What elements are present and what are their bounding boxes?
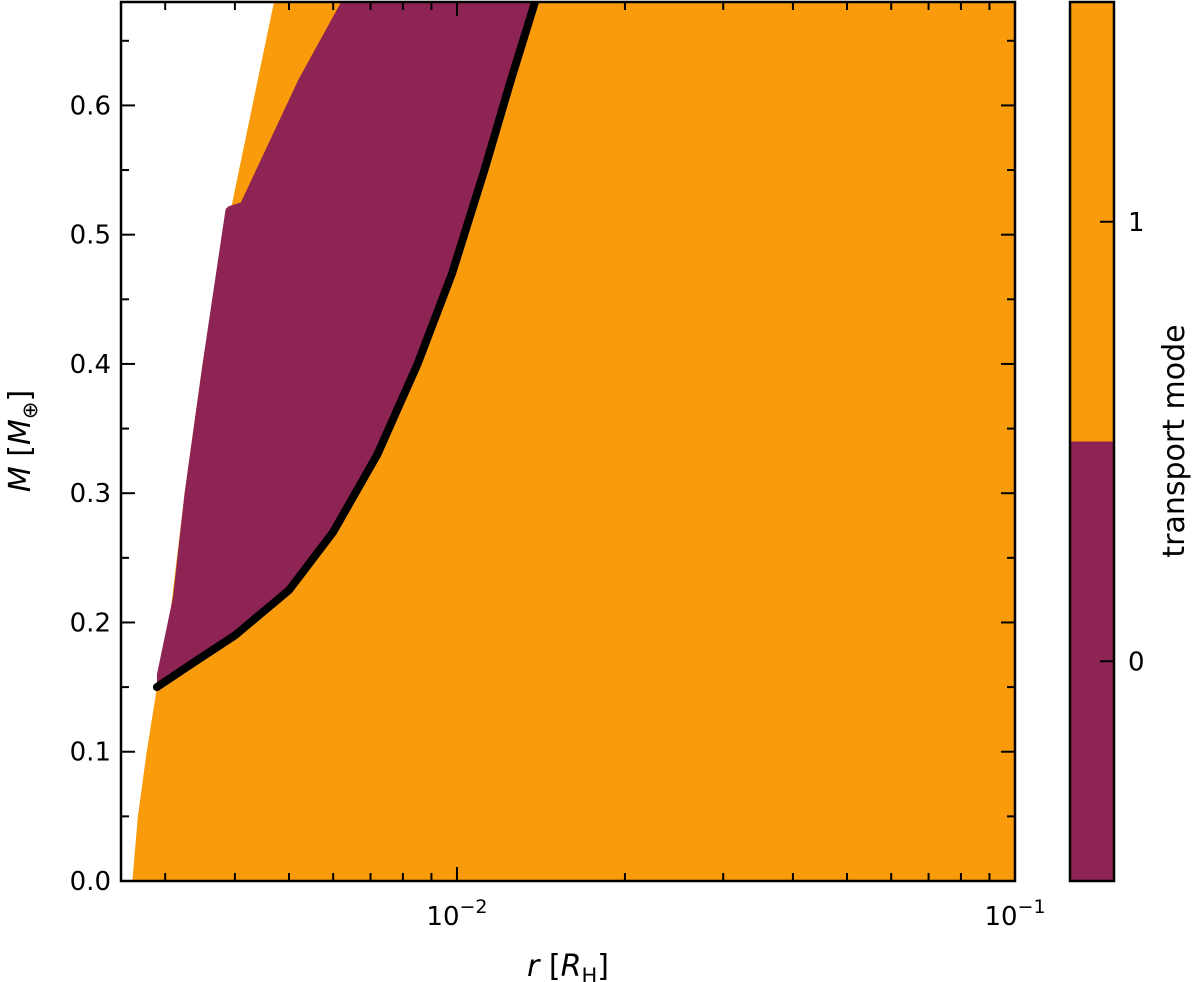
boundary-line [152, 2, 540, 692]
colorbar-label: transport mode [1157, 324, 1192, 557]
y-axis-label: M [M⊕] [3, 390, 42, 492]
colorbar-frame [1068, 0, 1116, 883]
y-tick-label: 0.0 [70, 867, 111, 897]
y-tick-label: 0.6 [70, 91, 111, 121]
colorbar-tick-label: 1 [1128, 208, 1145, 238]
plot-area: 10−2 10−1 0.0 0.1 0.2 0.3 0.4 0.5 0.6 r [RH] M … [3, 0, 1046, 982]
colorbar-tick-label: 0 [1128, 647, 1145, 677]
mode-0-region [156, 2, 536, 688]
colorbar: 01 transport mode [1068, 0, 1192, 883]
x-tick-label: 10−1 [984, 896, 1045, 932]
colorbar-ticks: 01 [1100, 208, 1145, 677]
y-tick-label: 0.3 [70, 479, 111, 509]
y-tick-label: 0.1 [70, 738, 111, 768]
x-ticks: 10−2 10−1 [164, 2, 1046, 932]
x-tick-label: 10−2 [426, 896, 487, 932]
y-tick-label: 0.2 [70, 608, 111, 638]
y-ticks: 0.0 0.1 0.2 0.3 0.4 0.5 0.6 [70, 39, 1015, 897]
plot-frame [119, 0, 1017, 883]
y-tick-label: 0.4 [70, 350, 111, 380]
x-axis-label: r [RH] [527, 949, 609, 982]
y-tick-label: 0.5 [70, 221, 111, 251]
